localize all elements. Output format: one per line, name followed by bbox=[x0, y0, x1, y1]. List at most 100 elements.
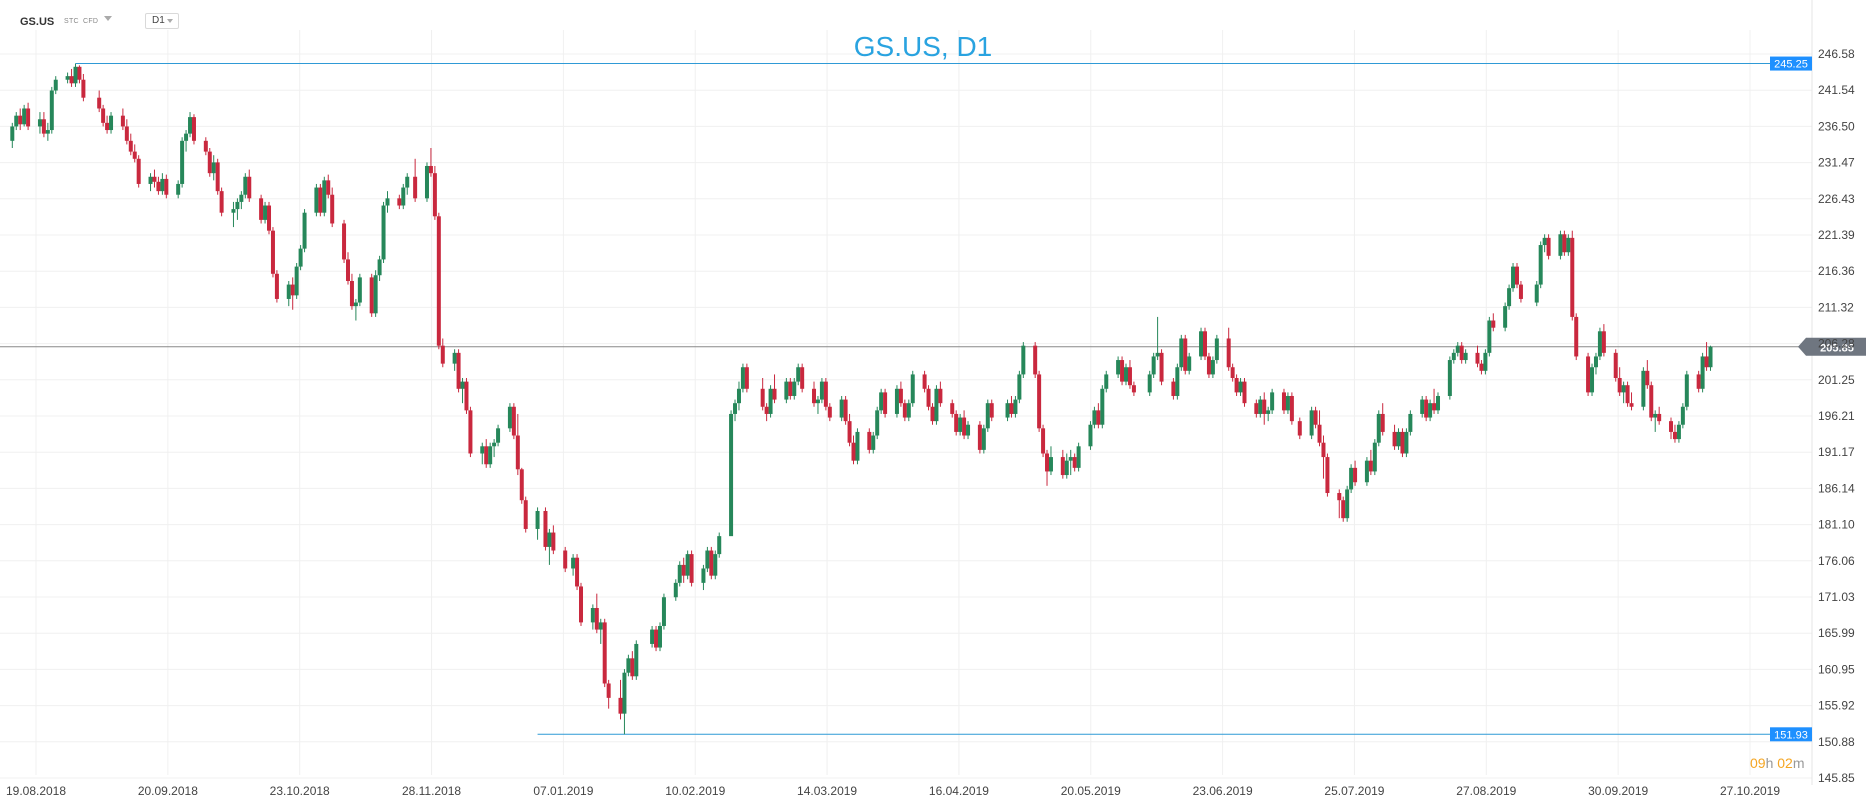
candle-body bbox=[1566, 237, 1571, 253]
y-tick-label: 246.58 bbox=[1818, 47, 1855, 61]
candle-body bbox=[397, 198, 402, 206]
candle bbox=[1045, 449, 1050, 486]
candle-body bbox=[1372, 442, 1377, 472]
candle bbox=[97, 90, 102, 113]
candle-body bbox=[440, 345, 445, 364]
candle bbox=[1297, 417, 1302, 440]
timeframe-chevron-down-icon bbox=[167, 19, 173, 23]
candle-body bbox=[267, 205, 272, 231]
candle-body bbox=[274, 273, 279, 299]
candle bbox=[1503, 302, 1508, 332]
y-tick-label: 150.88 bbox=[1818, 735, 1855, 749]
symbol-dropdown-chevron-down-icon[interactable] bbox=[104, 16, 112, 21]
candle-body bbox=[784, 381, 789, 400]
candle bbox=[772, 374, 777, 404]
candle bbox=[1013, 395, 1018, 418]
candle-body bbox=[1175, 367, 1180, 396]
candle bbox=[53, 76, 58, 95]
timeframe-value: D1 bbox=[152, 15, 165, 26]
candle-body bbox=[1159, 352, 1164, 382]
candle-body bbox=[452, 352, 457, 364]
candle bbox=[45, 122, 50, 141]
candle bbox=[1021, 342, 1026, 379]
candle bbox=[1005, 399, 1010, 422]
candle-body bbox=[709, 550, 714, 576]
countdown-minutes: 02 bbox=[1777, 755, 1793, 771]
candle bbox=[800, 363, 805, 393]
candle-body bbox=[239, 194, 244, 202]
candle bbox=[1068, 449, 1073, 476]
candle-body bbox=[1507, 288, 1512, 307]
candle-body bbox=[622, 672, 627, 714]
candle bbox=[1242, 378, 1247, 407]
candle bbox=[176, 180, 181, 199]
candle-body bbox=[1021, 345, 1026, 375]
x-tick-label: 16.04.2019 bbox=[929, 784, 989, 798]
candle bbox=[77, 65, 82, 84]
symbol-label[interactable]: GS.US bbox=[20, 16, 55, 28]
candle-body bbox=[523, 500, 528, 529]
candle bbox=[1538, 241, 1543, 289]
candle bbox=[247, 169, 252, 202]
candle-body bbox=[1041, 428, 1046, 454]
candle bbox=[977, 421, 982, 454]
candle bbox=[681, 557, 686, 583]
candle bbox=[1483, 349, 1488, 375]
candle bbox=[879, 388, 884, 414]
candle bbox=[626, 654, 631, 677]
candle bbox=[950, 399, 955, 418]
candle-body bbox=[180, 140, 185, 184]
candle bbox=[286, 280, 291, 307]
candle bbox=[26, 102, 31, 131]
candle-body bbox=[819, 381, 824, 400]
candle bbox=[1317, 410, 1322, 447]
candle bbox=[1641, 367, 1646, 411]
candle bbox=[373, 270, 378, 317]
candle bbox=[906, 399, 911, 422]
candle bbox=[1696, 370, 1701, 393]
candle-body bbox=[1187, 356, 1192, 371]
candle bbox=[243, 173, 248, 199]
candle-body bbox=[460, 381, 465, 389]
candle-body bbox=[1285, 395, 1290, 411]
candle bbox=[290, 277, 295, 310]
candle bbox=[1368, 449, 1373, 476]
candle bbox=[571, 554, 576, 576]
candle-body bbox=[298, 248, 303, 267]
candle bbox=[717, 532, 722, 558]
candle bbox=[1341, 496, 1346, 522]
countdown-minutes-unit: m bbox=[1792, 755, 1805, 771]
candle-body bbox=[1511, 266, 1516, 289]
candle-body bbox=[373, 275, 378, 314]
candle-body bbox=[1380, 413, 1385, 432]
candle-body bbox=[902, 403, 907, 418]
x-tick-label: 30.09.2019 bbox=[1588, 784, 1648, 798]
candle bbox=[1064, 453, 1069, 479]
candle-body bbox=[148, 176, 153, 184]
candle bbox=[966, 421, 971, 440]
candle-body bbox=[26, 108, 31, 127]
candle bbox=[424, 162, 429, 202]
candle bbox=[989, 399, 994, 422]
candle bbox=[650, 625, 655, 648]
candle bbox=[713, 550, 718, 580]
candle bbox=[1404, 428, 1409, 458]
timeframe-select[interactable]: D1 bbox=[145, 13, 179, 29]
candle bbox=[1669, 417, 1674, 440]
candle bbox=[1230, 363, 1235, 382]
candle bbox=[1455, 342, 1460, 357]
candle-body bbox=[934, 388, 939, 422]
candle-body bbox=[1313, 410, 1318, 425]
candle-body bbox=[1045, 453, 1050, 472]
candle-body bbox=[436, 216, 441, 346]
candle bbox=[1518, 280, 1523, 303]
current-price-label: 205.85 bbox=[1820, 343, 1854, 355]
level-tag bbox=[1770, 727, 1812, 742]
candle-body bbox=[124, 126, 129, 141]
candle bbox=[709, 546, 714, 580]
candle-body bbox=[1116, 360, 1121, 375]
candle bbox=[1570, 230, 1575, 321]
candle-body bbox=[681, 564, 686, 576]
candle-body bbox=[1289, 395, 1294, 422]
